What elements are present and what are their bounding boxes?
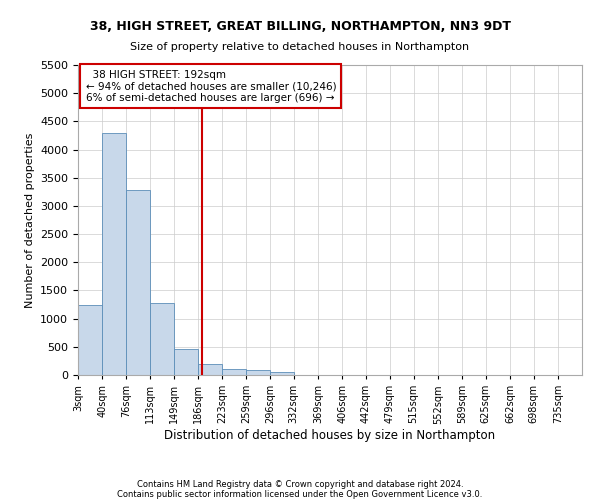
- Bar: [270, 372, 293, 375]
- Text: Contains public sector information licensed under the Open Government Licence v3: Contains public sector information licen…: [118, 490, 482, 499]
- Bar: [102, 132, 126, 375]
- Bar: [198, 364, 222, 375]
- Bar: [173, 349, 198, 375]
- Bar: [150, 304, 173, 375]
- Text: Size of property relative to detached houses in Northampton: Size of property relative to detached ho…: [130, 42, 470, 52]
- Y-axis label: Number of detached properties: Number of detached properties: [25, 132, 35, 308]
- X-axis label: Distribution of detached houses by size in Northampton: Distribution of detached houses by size …: [164, 429, 496, 442]
- Bar: [222, 370, 246, 375]
- Bar: [78, 304, 102, 375]
- Text: 38 HIGH STREET: 192sqm  
← 94% of detached houses are smaller (10,246)
6% of sem: 38 HIGH STREET: 192sqm ← 94% of detached…: [86, 70, 336, 103]
- Text: Contains HM Land Registry data © Crown copyright and database right 2024.: Contains HM Land Registry data © Crown c…: [137, 480, 463, 489]
- Bar: [246, 370, 270, 375]
- Text: 38, HIGH STREET, GREAT BILLING, NORTHAMPTON, NN3 9DT: 38, HIGH STREET, GREAT BILLING, NORTHAMP…: [89, 20, 511, 33]
- Bar: [126, 190, 150, 375]
